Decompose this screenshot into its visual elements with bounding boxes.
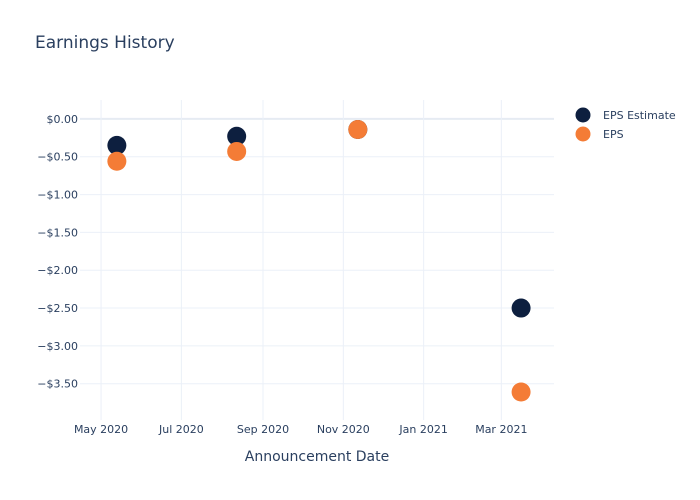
eps-point[interactable] — [107, 151, 127, 171]
x-tick-label: Sep 2020 — [237, 423, 289, 436]
x-tick-label: Jan 2021 — [398, 423, 447, 436]
eps-point[interactable] — [227, 141, 247, 161]
x-tick-label: Nov 2020 — [317, 423, 370, 436]
x-axis-title: Announcement Date — [245, 449, 389, 465]
y-tick-label: −$1.50 — [37, 226, 78, 239]
eps-point[interactable] — [348, 120, 368, 140]
legend-marker — [575, 126, 591, 142]
x-axis-ticks: May 2020 Jul 2020 Sep 2020 Nov 2020 Jan 2021… — [74, 423, 528, 436]
x-tick-label: Jul 2020 — [158, 423, 204, 436]
y-tick-label: −$2.00 — [37, 264, 78, 277]
eps-estimate-point[interactable] — [511, 298, 531, 318]
x-tick-label: Mar 2021 — [475, 423, 527, 436]
legend-marker — [575, 107, 591, 123]
y-tick-label: −$2.50 — [37, 302, 78, 315]
eps-estimate-point[interactable] — [107, 135, 127, 155]
y-tick-label: $0.00 — [47, 113, 79, 126]
legend-label[interactable]: EPS — [603, 128, 624, 141]
y-tick-label: −$1.00 — [37, 189, 78, 202]
data-points — [107, 120, 531, 402]
y-tick-label: −$3.50 — [37, 378, 78, 391]
y-tick-label: −$3.00 — [37, 340, 78, 353]
eps-point[interactable] — [511, 382, 531, 402]
legend[interactable]: EPS Estimate EPS — [575, 107, 676, 142]
y-tick-label: −$0.50 — [37, 151, 78, 164]
eps-estimate-point[interactable] — [227, 126, 247, 146]
x-tick-label: May 2020 — [74, 423, 128, 436]
legend-label[interactable]: EPS Estimate — [603, 109, 676, 122]
chart-title: Earnings History — [35, 33, 175, 53]
y-axis-ticks: $0.00 −$0.50 −$1.00 −$1.50 −$2.00 −$2.50 −$3.0… — [37, 113, 78, 391]
grid-lines — [80, 100, 554, 420]
